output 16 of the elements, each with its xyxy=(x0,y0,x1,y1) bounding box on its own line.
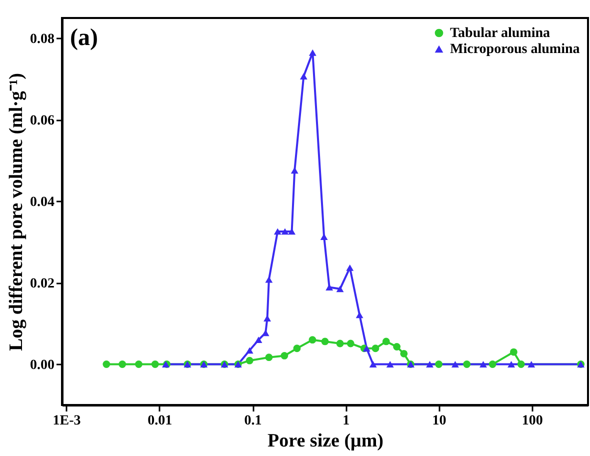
legend-label: Tabular alumina xyxy=(450,26,550,41)
y-tick-label: 0.08 xyxy=(30,32,54,47)
y-axis-title: Log different pore volume (ml·g⁻¹) xyxy=(6,72,27,352)
x-tick-label: 1E-3 xyxy=(52,414,81,428)
x-axis-title: Pore size (μm) xyxy=(268,430,384,452)
legend-label: Microporous alumina xyxy=(450,42,580,57)
x-tick-label: 0.1 xyxy=(244,414,262,428)
y-tick-label: 0.02 xyxy=(30,276,54,292)
x-tick-label: 1 xyxy=(342,414,350,428)
x-tick-label: 0.01 xyxy=(148,414,172,428)
x-tick-label: 10 xyxy=(432,414,446,428)
annotation: (a) xyxy=(70,25,98,51)
x-tick-label: 100 xyxy=(522,414,543,428)
y-tick-label: 0.00 xyxy=(30,358,54,373)
y-tick-label: 0.06 xyxy=(30,113,54,128)
y-tick-label: 0.04 xyxy=(30,194,54,210)
